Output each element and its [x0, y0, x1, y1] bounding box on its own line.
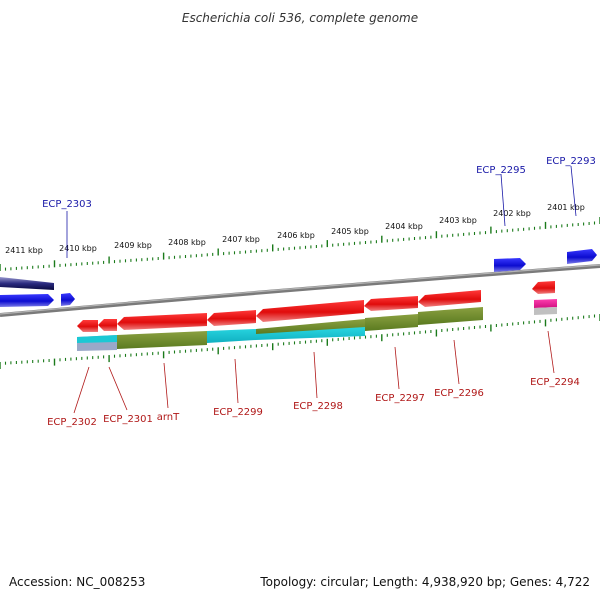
top-leader-lines	[66, 165, 577, 258]
gene-ECP_2298[interactable]	[256, 300, 364, 322]
scale-ruler-top	[0, 217, 600, 271]
scale-labels: 2411 kbp 2410 kbp 2409 kbp 2408 kbp 2407…	[5, 203, 585, 255]
feature-band-olive-1	[117, 331, 207, 349]
label-ECP_2302[interactable]: ECP_2302	[47, 417, 97, 428]
bottom-leader-lines	[73, 330, 555, 414]
accession-text: Accession: NC_008253	[9, 575, 146, 589]
feature-bands	[77, 299, 557, 351]
gene-blue-left-1[interactable]	[0, 294, 54, 307]
label-ECP_2303[interactable]: ECP_2303	[42, 199, 92, 210]
gene-ECP_2293[interactable]	[567, 249, 597, 264]
feature-band-cyan-left	[77, 335, 117, 343]
gene-ECP_2297[interactable]	[364, 296, 418, 311]
scale-label-2410: 2410 kbp	[59, 244, 97, 253]
label-ECP_2301[interactable]: ECP_2301	[103, 414, 153, 425]
label-ECP_2296[interactable]: ECP_2296	[434, 388, 484, 399]
scale-label-2401: 2401 kbp	[547, 203, 585, 212]
minus-strand-genes	[77, 281, 555, 332]
scale-label-2403: 2403 kbp	[439, 216, 477, 225]
feature-band-olive-2	[256, 319, 365, 334]
genome-backbone-highlight	[0, 264, 600, 315]
label-arnT[interactable]: arnT	[157, 412, 180, 423]
scale-label-2402: 2402 kbp	[493, 209, 531, 218]
label-ECP_2298[interactable]: ECP_2298	[293, 401, 343, 412]
map-title: Escherichia coli 536, complete genome	[182, 11, 418, 25]
label-ECP_2297[interactable]: ECP_2297	[375, 393, 425, 404]
feature-band-olive-4	[418, 307, 483, 325]
label-ECP_2294[interactable]: ECP_2294	[530, 377, 580, 388]
feature-band-grey	[534, 307, 557, 315]
gene-ECP_2303[interactable]	[0, 277, 54, 290]
gene-ECP_2299[interactable]	[207, 310, 256, 326]
feature-band-olive-3	[365, 314, 418, 331]
label-ECP_2295[interactable]: ECP_2295	[476, 165, 526, 176]
gene-blue-left-2[interactable]	[61, 293, 75, 306]
gene-ECP_2295[interactable]	[494, 258, 526, 272]
topology-summary: Topology: circular; Length: 4,938,920 bp…	[260, 575, 590, 589]
label-ECP_2293[interactable]: ECP_2293	[546, 156, 596, 167]
gene-ECP_2296[interactable]	[418, 290, 481, 307]
scale-label-2409: 2409 kbp	[114, 241, 152, 250]
scale-label-2408: 2408 kbp	[168, 238, 206, 247]
scale-label-2407: 2407 kbp	[222, 235, 260, 244]
genome-backbone	[0, 264, 600, 317]
feature-band-pink	[534, 299, 557, 308]
gene-arnT[interactable]	[117, 313, 207, 330]
bottom-labels: ECP_2302 ECP_2301 arnT ECP_2299 ECP_2298…	[47, 377, 580, 428]
gene-ECP_2302[interactable]	[77, 320, 98, 332]
scale-label-2406: 2406 kbp	[277, 231, 315, 240]
scale-ruler-bottom	[0, 314, 600, 369]
scale-label-2411: 2411 kbp	[5, 246, 43, 255]
scale-label-2405: 2405 kbp	[331, 227, 369, 236]
gene-ECP_2294[interactable]	[532, 281, 555, 294]
scale-label-2404: 2404 kbp	[385, 222, 423, 231]
plus-strand-genes	[0, 249, 597, 307]
label-ECP_2299[interactable]: ECP_2299	[213, 407, 263, 418]
gene-ECP_2301[interactable]	[98, 319, 117, 331]
top-labels: ECP_2303 ECP_2295 ECP_2293	[42, 156, 596, 210]
